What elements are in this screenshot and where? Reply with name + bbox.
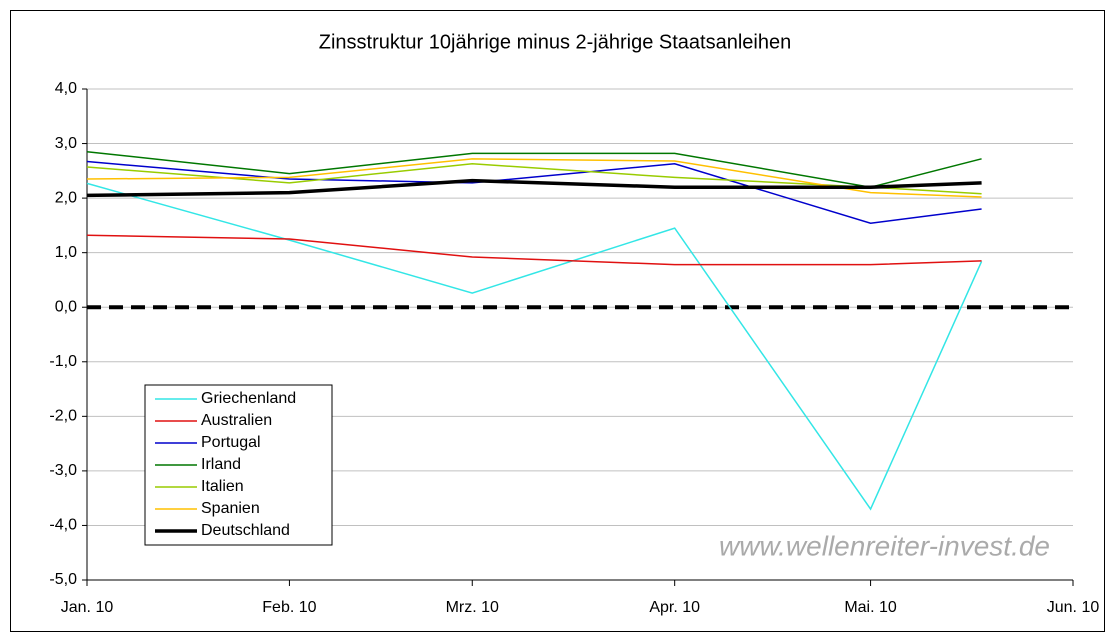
legend-label: Griechenland [201,390,296,407]
y-tick-label: 0,0 [55,298,77,315]
legend-label: Australien [201,412,272,429]
x-tick-label: Jan. 10 [61,599,114,616]
line-series [86,150,982,188]
y-tick-label: -3,0 [49,462,77,479]
line-series [86,162,982,195]
x-tick-label: Mai. 10 [844,599,897,616]
x-tick-label: Feb. 10 [262,599,316,616]
line-series [86,234,982,266]
y-tick-label: -1,0 [49,353,77,370]
x-tick-label: Mrz. 10 [446,599,499,616]
y-tick-label: -2,0 [49,408,77,425]
line-series [86,178,982,198]
y-tick-label: 1,0 [55,244,77,261]
chart-title: Zinsstruktur 10jährige minus 2-jährige S… [319,31,791,53]
legend-label: Irland [201,456,241,473]
legend-label: Deutschland [201,522,290,539]
y-tick-label: 2,0 [55,189,77,206]
y-tick-label: -5,0 [49,571,77,588]
line-series [86,158,982,198]
y-tick-label: 3,0 [55,135,77,152]
y-tick-label: -4,0 [49,517,77,534]
legend-label: Portugal [201,434,261,451]
y-tick-label: 4,0 [55,80,77,97]
legend-label: Spanien [201,500,260,517]
watermark: www.wellenreiter-invest.de [719,530,1050,561]
x-tick-label: Apr. 10 [649,599,700,616]
x-tick-label: Jun. 10 [1047,599,1100,616]
legend-label: Italien [201,478,244,495]
line-series [86,160,982,224]
